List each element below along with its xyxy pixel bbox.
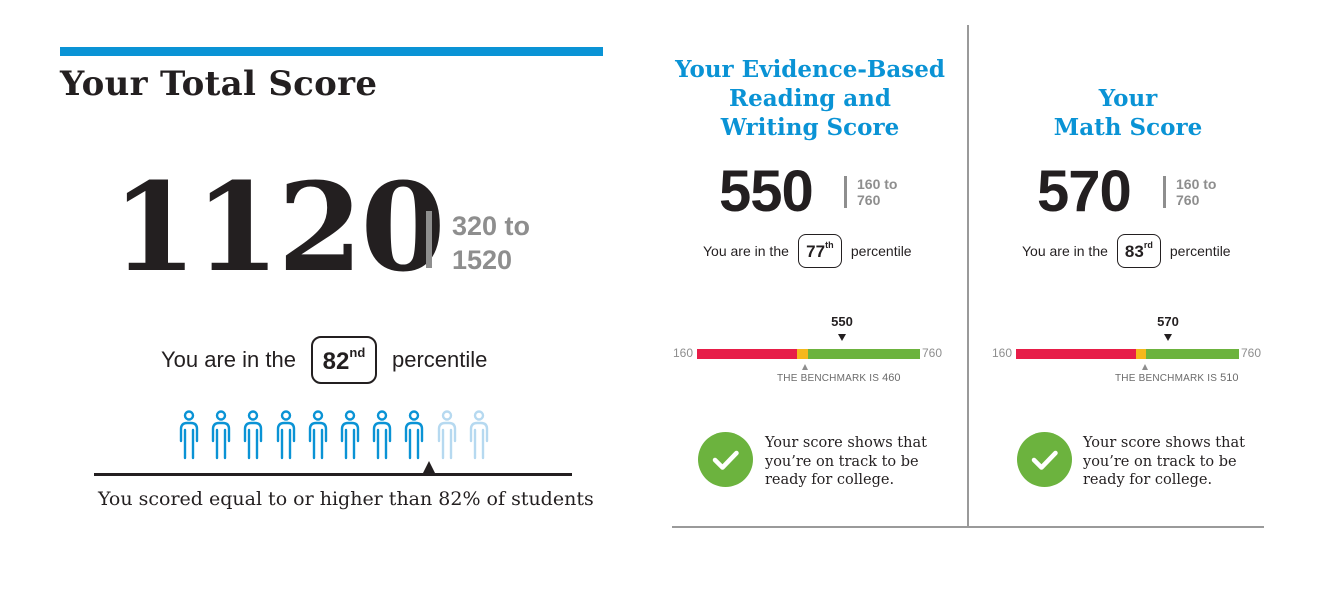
checkmark-icon	[698, 432, 753, 487]
ontrack-line-1: Your score shows that	[765, 435, 927, 451]
percentile-number: 82	[322, 348, 350, 375]
math-benchmark-marker	[1142, 364, 1148, 370]
percentile-prefix: You are in the	[161, 347, 296, 372]
accent-bar	[60, 47, 603, 56]
bottom-rule	[672, 526, 1264, 528]
person-icon	[179, 410, 199, 460]
total-score-value: 1120	[112, 155, 446, 299]
math-range-line-2: 760	[1176, 192, 1200, 208]
ebrw-ontrack-message: Your score shows that you’re on track to…	[765, 434, 955, 490]
math-bar-yellow	[1136, 349, 1146, 359]
math-score-marker	[1164, 334, 1172, 341]
percentile-ordinal: nd	[349, 345, 366, 360]
people-chart	[178, 410, 500, 460]
ebrw-bar-green	[808, 349, 920, 359]
person-icon	[276, 410, 295, 460]
percentile-ordinal: rd	[1143, 240, 1153, 250]
total-summary-text: You scored equal to or higher than 82% o…	[98, 488, 594, 510]
ontrack-line-1: Your score shows that	[1083, 435, 1245, 451]
math-score-value: 570	[1037, 159, 1132, 224]
percentile-suffix: percentile	[1169, 243, 1231, 259]
percentile-prefix: You are in the	[1022, 243, 1108, 259]
person-icon	[244, 410, 263, 460]
ebrw-title: Your Evidence-Based Reading and Writing …	[660, 55, 960, 142]
math-bar-max: 760	[1241, 346, 1262, 360]
ebrw-bar-max: 760	[922, 346, 943, 360]
math-ontrack-message: Your score shows that you’re on track to…	[1083, 434, 1273, 490]
percentile-number: 77	[806, 242, 826, 261]
person-icon	[372, 410, 392, 460]
math-benchmark: THE BENCHMARK IS 510	[1115, 372, 1239, 384]
benchmark-value: 510	[1220, 372, 1239, 384]
ebrw-title-line-3: Writing Score	[720, 114, 900, 141]
math-score-range: 160 to 760	[1176, 176, 1216, 208]
ebrw-score-range: 160 to 760	[857, 176, 897, 208]
math-title-line-1: Your	[1098, 85, 1158, 112]
math-range-divider	[1163, 176, 1166, 208]
ebrw-range-line-2: 760	[857, 192, 881, 208]
person-icon	[469, 410, 488, 460]
total-score-range: 320 to 1520	[452, 209, 530, 277]
percentile-number: 83	[1124, 242, 1144, 261]
range-line-1: 320 to	[452, 211, 531, 241]
ebrw-benchmark-marker	[802, 364, 808, 370]
percentile-ordinal: th	[825, 240, 834, 250]
checkmark-icon	[1017, 432, 1072, 487]
person-icon	[437, 410, 456, 460]
benchmark-label: THE BENCHMARK IS	[777, 373, 880, 384]
benchmark-label: THE BENCHMARK IS	[1115, 373, 1218, 384]
ebrw-range-line-1: 160 to	[857, 176, 898, 192]
benchmark-value: 460	[882, 372, 901, 384]
math-title: Your Math Score	[978, 84, 1278, 142]
ontrack-line-3: ready for college.	[1083, 472, 1213, 488]
ebrw-bar-value-label: 550	[831, 314, 853, 329]
range-line-2: 1520	[452, 245, 513, 275]
section-divider	[967, 25, 969, 527]
total-score-heading: Your Total Score	[60, 64, 378, 104]
ebrw-bar-red	[697, 349, 797, 359]
ontrack-line-2: you’re on track to be	[765, 453, 919, 470]
math-title-line-2: Math Score	[1053, 114, 1203, 141]
person-icon	[211, 410, 231, 460]
math-bar-min: 160	[992, 346, 1013, 360]
ebrw-range-divider	[844, 176, 847, 208]
math-bar-green	[1146, 349, 1239, 359]
percentile-axis	[94, 473, 572, 476]
math-range-line-1: 160 to	[1176, 176, 1217, 192]
ontrack-line-2: you’re on track to be	[1083, 453, 1237, 470]
range-divider	[426, 211, 432, 268]
percentile-suffix: percentile	[850, 243, 912, 259]
person-icon	[405, 410, 424, 460]
ebrw-bar-yellow	[797, 349, 808, 359]
ebrw-title-line-1: Your Evidence-Based	[675, 56, 945, 83]
math-bar-red	[1016, 349, 1136, 359]
ebrw-score-marker	[838, 334, 846, 341]
ebrw-benchmark: THE BENCHMARK IS 460	[777, 372, 901, 384]
percentile-prefix: You are in the	[703, 243, 789, 259]
ebrw-bar-min: 160	[673, 346, 694, 360]
ebrw-score-value: 550	[719, 159, 814, 224]
ontrack-line-3: ready for college.	[765, 472, 895, 488]
percentile-suffix: percentile	[391, 347, 488, 372]
ebrw-title-line-2: Reading and	[729, 85, 891, 112]
person-icon	[308, 410, 327, 460]
percentile-marker	[423, 461, 435, 473]
person-icon	[340, 410, 360, 460]
math-bar-value-label: 570	[1157, 314, 1179, 329]
